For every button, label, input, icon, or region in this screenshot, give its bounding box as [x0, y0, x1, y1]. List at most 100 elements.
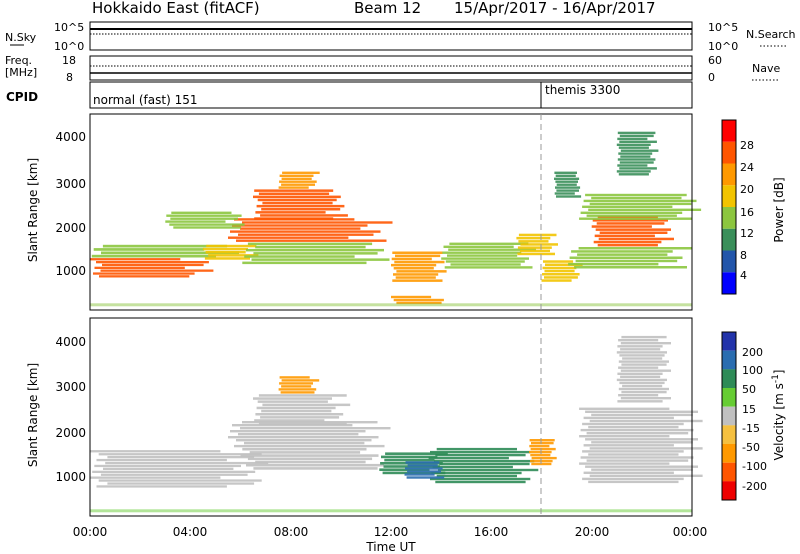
cpid-mode-2: themis 3300 [545, 83, 620, 97]
nsearch-label: N.Search [746, 28, 796, 41]
vel-data-cell [585, 465, 698, 468]
power-data-cell [244, 255, 355, 258]
xtick-1200: 12:00 [374, 525, 409, 539]
power-data-cell [202, 247, 248, 251]
power-data-cell [598, 237, 674, 241]
power-tick-4: 4 [740, 269, 747, 282]
power-data-cell [236, 239, 387, 242]
xtick-0400: 04:00 [173, 525, 208, 539]
vel-data-cell [621, 363, 667, 366]
power-data-cell [518, 233, 557, 237]
vel-data-cell [238, 433, 359, 436]
vel-data-cell [247, 457, 373, 461]
power-data-cell [556, 189, 579, 192]
velocity-colorbar-segment [722, 425, 736, 444]
power-data-cell [545, 263, 583, 266]
power-frame [89, 113, 693, 311]
power-data-cell [554, 192, 575, 195]
power-data-cell [204, 257, 250, 260]
power-data-cell [582, 205, 673, 208]
power-tick-16: 16 [740, 206, 754, 219]
date-range: 15/Apr/2017 - 16/Apr/2017 [454, 0, 656, 17]
vel-data-cell [621, 390, 667, 394]
velocity-colorbar-segment [722, 462, 736, 482]
vel-data-cell [579, 407, 670, 410]
velocity-tick-minus100: -100 [742, 460, 767, 473]
vel-data-cell [579, 435, 670, 438]
power-data-cell [255, 211, 326, 214]
vel-data-cell [253, 397, 332, 400]
power-data-cell [395, 276, 436, 279]
power-colorbar [721, 119, 737, 295]
power-data-cell [391, 257, 432, 261]
vel-data-cell [436, 474, 517, 478]
vel-data-cell [618, 339, 659, 342]
vel-data-cell [258, 422, 347, 425]
vel-data-cell [622, 384, 663, 388]
vel-data-cell [529, 444, 550, 448]
freq-panel: Freq. [MHz] 18 8 60 0 Nave [5, 54, 780, 84]
cpid-frame [89, 81, 693, 109]
vel-data-cell [622, 357, 663, 360]
vel-data-cell [583, 444, 674, 447]
vel-data-cell [438, 468, 539, 472]
power-data-cell [517, 246, 552, 249]
power-data-cell [517, 252, 555, 256]
power-data-cell [619, 134, 654, 138]
power-data-cell [620, 155, 651, 158]
vel-data-cell [94, 464, 241, 468]
power-data-cell [100, 269, 214, 272]
power-data-cell [580, 211, 683, 214]
vel-data-cell [617, 400, 663, 403]
power-data-layer [90, 131, 702, 307]
vel-data-cell [107, 482, 255, 485]
power-data-cell [93, 272, 195, 275]
vel-data-cell [90, 450, 221, 453]
vel-data-cell [262, 403, 351, 407]
power-data-cell [391, 263, 437, 267]
power-data-cell [393, 298, 444, 302]
power-data-cell [585, 193, 687, 197]
power-data-cell [555, 174, 576, 177]
vel-data-cell [529, 439, 555, 442]
power-data-cell [96, 261, 209, 264]
vel-data-cell [244, 441, 365, 445]
xtick-0800: 08:00 [274, 525, 309, 539]
velocity-tick-200: 200 [742, 346, 763, 359]
power-data-cell [260, 214, 348, 217]
power-data-cell [93, 248, 205, 251]
nsky-panel: N.Sky 10^5 10^0 10^5 10^0 N.Search [5, 21, 796, 53]
vel-data-cell [404, 473, 435, 476]
power-data-cell [445, 260, 525, 263]
vel-data-cell [439, 462, 530, 466]
power-ytick-4000: 4000 [55, 130, 86, 144]
power-data-cell [617, 131, 656, 135]
vel-data-cell [530, 453, 551, 457]
freq-label-2: [MHz] [5, 66, 37, 79]
power-data-cell [579, 217, 692, 220]
power-data-cell [257, 198, 337, 202]
velocity-colorbar-segment [722, 350, 736, 370]
power-data-cell [173, 226, 241, 229]
power-data-cell [591, 225, 652, 228]
power-data-cell [281, 177, 312, 180]
vel-data-cell [619, 381, 665, 385]
vel-data-cell [257, 400, 328, 403]
vel-data-cell [255, 413, 344, 416]
power-colorbar-frame [721, 119, 737, 295]
power-data-cell [575, 259, 678, 263]
power-data-cell [571, 250, 673, 253]
power-colorbar-segment [722, 185, 736, 208]
power-data-cell [556, 183, 577, 186]
vel-data-cell [582, 477, 684, 481]
velocity-colorbar-segment [722, 481, 736, 500]
vel-data-cell [385, 452, 448, 455]
freq-label-1: Freq. [5, 54, 32, 67]
vel-data-cell [616, 378, 667, 382]
vel-data-cell [582, 422, 684, 426]
power-data-cell [281, 183, 315, 186]
power-data-cell [589, 202, 692, 206]
vel-data-cell [107, 456, 255, 459]
power-data-cell [577, 253, 668, 256]
power-data-cell [254, 217, 334, 220]
